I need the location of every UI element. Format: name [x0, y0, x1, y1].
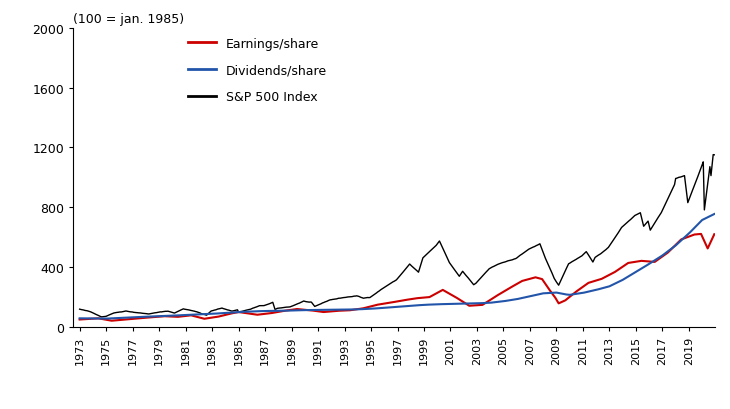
- Earnings/share: [631, 260, 639, 265]
- Earnings/share: [458, 299, 467, 304]
- S&P 500 Index: [299, 299, 307, 304]
- Dividends/share: [299, 308, 307, 313]
- Earnings/share: [675, 240, 683, 245]
- Dividends/share: [504, 298, 513, 303]
- Dividends/share: [79, 316, 88, 321]
- S&P 500 Index: [75, 307, 84, 312]
- S&P 500 Index: [710, 153, 718, 158]
- Earnings/share: [696, 232, 705, 237]
- S&P 500 Index: [458, 269, 467, 274]
- Dividends/share: [101, 317, 110, 321]
- Dividends/share: [710, 212, 718, 217]
- Dividends/share: [458, 301, 467, 306]
- S&P 500 Index: [675, 175, 683, 180]
- Earnings/share: [299, 307, 307, 312]
- Line: Dividends/share: Dividends/share: [80, 214, 714, 319]
- Earnings/share: [79, 317, 88, 322]
- S&P 500 Index: [97, 315, 106, 319]
- Dividends/share: [631, 270, 639, 275]
- S&P 500 Index: [504, 258, 513, 263]
- Text: (100 = jan. 1985): (100 = jan. 1985): [73, 13, 184, 26]
- Dividends/share: [75, 316, 84, 321]
- Earnings/share: [710, 232, 718, 237]
- S&P 500 Index: [631, 213, 639, 218]
- Earnings/share: [75, 317, 84, 322]
- S&P 500 Index: [79, 308, 88, 312]
- Line: Earnings/share: Earnings/share: [80, 234, 714, 321]
- S&P 500 Index: [709, 153, 718, 158]
- Legend: Earnings/share, Dividends/share, S&P 500 Index: Earnings/share, Dividends/share, S&P 500…: [188, 38, 327, 104]
- Earnings/share: [107, 319, 116, 324]
- Earnings/share: [504, 286, 513, 291]
- Dividends/share: [675, 240, 683, 245]
- Line: S&P 500 Index: S&P 500 Index: [80, 155, 714, 317]
